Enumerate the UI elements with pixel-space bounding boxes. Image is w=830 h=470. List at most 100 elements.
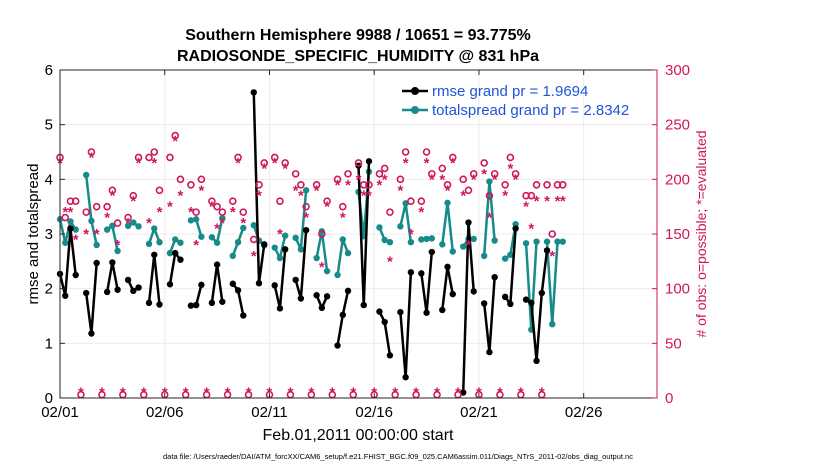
y-tick-label: 1 [45,335,53,352]
obs-evaluated-point: * [366,188,372,205]
obs-possible-point [87,148,96,156]
rmse-point [313,292,320,299]
obs-possible-point [344,170,352,178]
rmse-point [334,342,341,349]
obs-possible-point [302,202,310,211]
rmse-point [88,330,95,337]
obs-evaluated-point: * [518,385,524,402]
legend-spread-marker [411,106,419,114]
rmse-point [339,311,346,319]
obs-evaluated-point: * [429,171,435,188]
rmse-point [543,247,551,254]
obs-possible-point [129,191,138,200]
obs-evaluated-point: * [377,177,383,194]
obs-evaluated-point: * [277,226,283,243]
obs-evaluated-point: * [329,385,335,402]
obs-evaluated-point: * [104,210,110,227]
obs-possible-point [407,197,415,205]
rmse-point [208,299,216,307]
x-tick-label: 02/16 [355,404,393,421]
obs-evaluated-point: * [497,385,503,402]
totalspread-point [397,223,404,230]
rmse-point [402,374,409,381]
obs-evaluated-point: * [308,385,314,402]
obs-evaluated-point: * [507,160,513,177]
totalspread-point [271,244,278,251]
obs-possible-point [281,159,289,167]
rmse-point [261,241,268,248]
rmse-point [151,251,158,258]
obs-possible-point [255,181,263,189]
totalspread-point [297,246,305,253]
rmse-point [397,308,404,316]
obs-evaluated-point: * [408,226,414,243]
obs-possible-point [543,181,551,189]
totalspread-point [423,235,430,243]
obs-evaluated-point: * [319,259,325,276]
totalspread-point [554,238,561,245]
obs-evaluated-point: * [240,215,246,232]
obs-evaluated-point: * [115,237,121,254]
rmse-point [187,302,195,309]
totalspread-point [449,248,456,255]
obs-evaluated-point: * [94,226,100,243]
obs-evaluated-point: * [424,155,430,172]
obs-possible-point [234,153,242,162]
rmse-point [229,280,237,287]
rmse-point [156,301,163,308]
obs-possible-point [239,208,248,216]
obs-evaluated-point: * [392,385,398,402]
totalspread-point [67,218,74,225]
x-tick-label: 02/01 [41,404,79,421]
obs-evaluated-point: * [361,188,367,205]
rmse-point [62,292,69,299]
rmse-point [376,308,383,315]
totalspread-point [103,226,111,233]
totalspread-point [302,187,310,194]
rmse-point [177,256,184,263]
x-tick-label: 02/26 [565,404,603,421]
obs-possible-point [506,153,515,162]
obs-evaluated-point: * [88,149,94,166]
obs-evaluated-point: * [418,204,424,221]
obs-evaluated-point: * [167,199,173,216]
totalspread-point [156,239,163,246]
totalspread-point [323,267,331,275]
obs-evaluated-point: * [413,385,419,402]
totalspread-point [559,238,566,245]
obs-possible-point [438,164,447,173]
totalspread-point [240,224,247,232]
obs-evaluated-point: * [78,385,84,402]
totalspread-point [507,251,514,258]
obs-possible-point [260,159,269,167]
obs-evaluated-point: * [178,188,184,205]
totalspread-point [549,321,556,328]
totalspread-point [418,236,425,243]
totalspread-point [234,239,242,246]
rmse-point [528,299,535,307]
x-tick-label: 02/21 [460,404,498,421]
rmse-point [318,304,326,311]
rmse-point [386,352,394,359]
y-tick-label: 5 [45,117,53,134]
y2-tick-label: 100 [665,281,690,298]
rmse-point [292,276,299,284]
x-axis-label: Feb.01,2011 00:00:00 start [263,427,455,444]
obs-evaluated-point: * [397,182,403,199]
obs-evaluated-point: * [345,177,351,194]
totalspread-point [82,171,90,179]
obs-possible-point [338,202,347,211]
totalspread-point [292,234,299,242]
rmse-point [135,284,142,291]
rmse-point [470,288,477,295]
obs-evaluated-point: * [293,182,299,199]
obs-evaluated-point: * [272,155,278,172]
obs-evaluated-point: * [298,188,304,205]
rmse-point [192,301,200,309]
obs-possible-point [145,153,153,162]
obs-possible-point [485,191,494,200]
obs-possible-point [386,208,394,216]
y2-tick-label: 50 [665,335,682,352]
totalspread-point [62,239,69,246]
totalspread-point [208,234,216,241]
